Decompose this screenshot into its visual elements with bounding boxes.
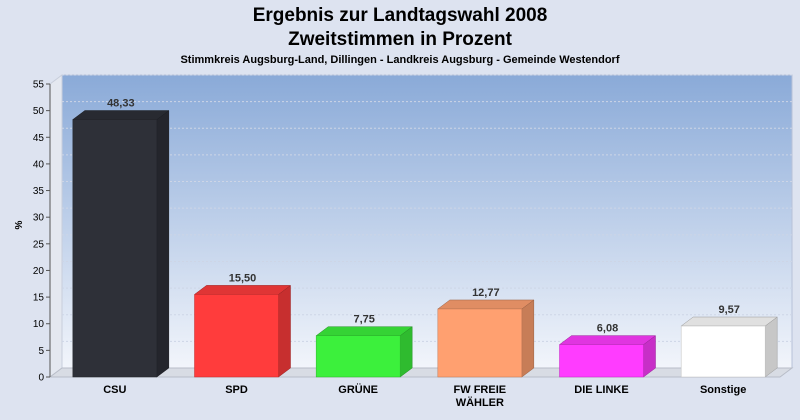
y-tick-label: 55 bbox=[33, 80, 45, 91]
bar-front bbox=[72, 119, 158, 378]
bar bbox=[680, 316, 778, 378]
bar-side bbox=[278, 284, 291, 378]
bar bbox=[72, 110, 170, 378]
y-tick-label: 5 bbox=[38, 346, 44, 357]
y-tick-label: 45 bbox=[33, 133, 45, 144]
y-tick-label: 40 bbox=[33, 159, 45, 170]
bar-front bbox=[680, 325, 766, 378]
bar-top bbox=[680, 316, 778, 327]
y-tick-label: 35 bbox=[33, 186, 45, 197]
plot-back-wall bbox=[61, 74, 793, 369]
bar-top bbox=[558, 335, 657, 345]
bar-top bbox=[72, 110, 170, 120]
chart-title: Ergebnis zur Landtagswahl 2008 bbox=[252, 5, 548, 26]
y-tick-label: 50 bbox=[33, 106, 45, 117]
x-category-label: Sonstige bbox=[700, 384, 746, 396]
bar bbox=[315, 326, 413, 378]
bar-side bbox=[764, 316, 778, 378]
bar-value-label: 7,75 bbox=[353, 314, 374, 326]
x-category-label: GRÜNE bbox=[338, 383, 378, 396]
y-tick-label: 20 bbox=[33, 266, 45, 277]
bar bbox=[193, 284, 292, 378]
bar-side bbox=[521, 299, 535, 378]
chart-subtitle: Zweitstimmen in Prozent bbox=[288, 29, 512, 50]
x-category-label: FW FREIE bbox=[454, 384, 507, 396]
y-tick-label: 25 bbox=[33, 239, 45, 250]
y-tick-label: 15 bbox=[33, 293, 45, 304]
bar-value-label: 9,57 bbox=[718, 304, 739, 316]
bar-front bbox=[194, 294, 279, 378]
bar-top bbox=[193, 285, 292, 295]
bar bbox=[558, 335, 657, 378]
y-tick-label: 10 bbox=[33, 319, 45, 330]
x-category-label: WÄHLER bbox=[456, 396, 504, 409]
x-category-label: SPD bbox=[225, 384, 248, 396]
bar-value-label: 48,33 bbox=[107, 98, 135, 110]
bar-value-label: 12,77 bbox=[472, 287, 500, 299]
bar-top bbox=[315, 326, 413, 336]
plot-side-wall bbox=[49, 74, 63, 378]
bar-value-label: 15,50 bbox=[229, 272, 257, 284]
bar-side bbox=[156, 110, 170, 378]
x-category-label: DIE LINKE bbox=[574, 384, 628, 396]
x-category-label: CSU bbox=[103, 384, 126, 396]
y-axis-label: % bbox=[14, 220, 25, 229]
bar-value-label: 6,08 bbox=[597, 323, 618, 335]
y-tick-label: 0 bbox=[38, 373, 44, 384]
chart-region-subtitle: Stimmkreis Augsburg-Land, Dillingen - La… bbox=[180, 54, 620, 66]
y-tick-label: 30 bbox=[33, 213, 45, 224]
bar-front bbox=[437, 308, 523, 378]
bar-front bbox=[315, 335, 401, 378]
bar bbox=[437, 299, 535, 378]
bar-top bbox=[437, 299, 535, 310]
bar-front bbox=[559, 344, 644, 378]
